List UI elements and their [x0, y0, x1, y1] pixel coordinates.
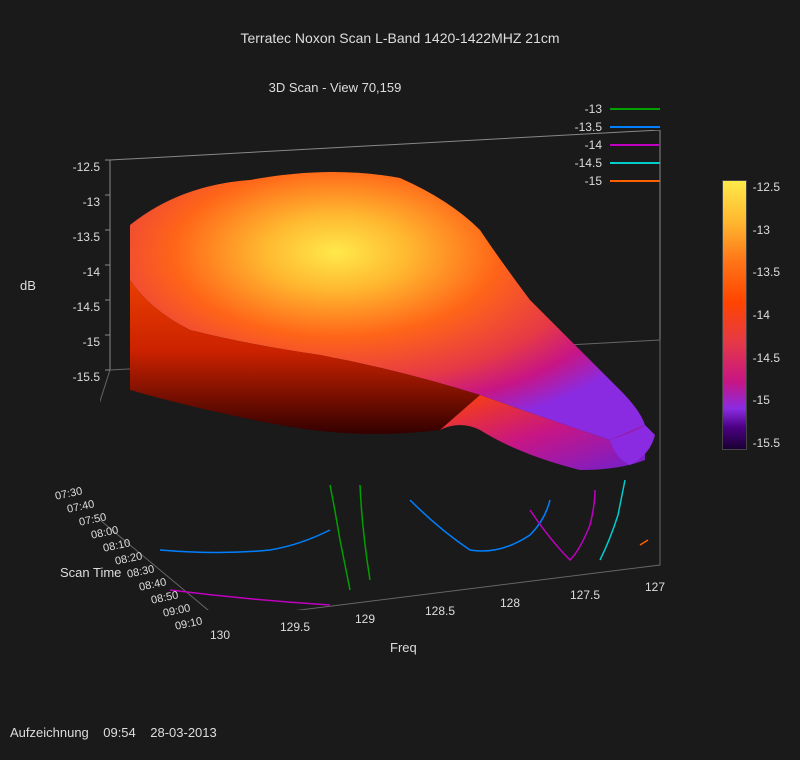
z-axis-label: dB: [20, 278, 36, 293]
legend-swatch: [610, 162, 660, 164]
footer: Aufzeichnung 09:54 28-03-2013: [10, 725, 217, 740]
colorbar-gradient: [722, 180, 747, 450]
z-tick: -12.5: [65, 160, 100, 195]
freq-tick: 127.5: [570, 588, 600, 602]
time-tick: 09:10: [174, 615, 203, 632]
freq-tick: 129.5: [280, 620, 310, 634]
colorbar: -12.5 -13 -13.5 -14 -14.5 -15 -15.5: [722, 180, 780, 450]
z-axis-ticks: -12.5 -13 -13.5 -14 -14.5 -15 -15.5: [65, 160, 100, 405]
z-tick: -14.5: [65, 300, 100, 335]
freq-tick: 130: [210, 628, 230, 642]
freq-tick: 128.5: [425, 604, 455, 618]
legend-item: -13: [575, 100, 660, 118]
z-tick: -15.5: [65, 370, 100, 405]
footer-date: 28-03-2013: [150, 725, 217, 740]
colorbar-tick: -15: [753, 393, 780, 407]
legend-item: -14: [575, 136, 660, 154]
z-tick: -13: [65, 195, 100, 230]
colorbar-tick: -15.5: [753, 436, 780, 450]
colorbar-tick: -14: [753, 308, 780, 322]
legend-label: -13.5: [575, 120, 602, 134]
freq-tick: 127: [645, 580, 665, 594]
legend-item: -15: [575, 172, 660, 190]
freq-axis-label: Freq: [390, 640, 417, 655]
freq-tick: 128: [500, 596, 520, 610]
legend-item: -13.5: [575, 118, 660, 136]
legend-swatch: [610, 126, 660, 128]
chart-title: Terratec Noxon Scan L-Band 1420-1422MHZ …: [0, 30, 800, 46]
z-tick: -14: [65, 265, 100, 300]
colorbar-tick: -13: [753, 223, 780, 237]
z-tick: -13.5: [65, 230, 100, 265]
legend-label: -14.5: [575, 156, 602, 170]
freq-tick: 129: [355, 612, 375, 626]
footer-time: 09:54: [103, 725, 136, 740]
plot-3d-surface: [100, 130, 670, 610]
legend-label: -13: [585, 102, 602, 116]
colorbar-tick: -12.5: [753, 180, 780, 194]
colorbar-ticks: -12.5 -13 -13.5 -14 -14.5 -15 -15.5: [753, 180, 780, 450]
legend-swatch: [610, 180, 660, 182]
time-axis-label: Scan Time: [60, 565, 121, 580]
colorbar-tick: -14.5: [753, 351, 780, 365]
legend-swatch: [610, 108, 660, 110]
chart-subtitle: 3D Scan - View 70,159: [0, 80, 670, 95]
floor-contours: [160, 480, 648, 605]
legend-label: -14: [585, 138, 602, 152]
z-tick: -15: [65, 335, 100, 370]
legend-swatch: [610, 144, 660, 146]
legend-item: -14.5: [575, 154, 660, 172]
footer-label: Aufzeichnung: [10, 725, 89, 740]
legend: -13 -13.5 -14 -14.5 -15: [575, 100, 660, 190]
colorbar-tick: -13.5: [753, 265, 780, 279]
legend-label: -15: [585, 174, 602, 188]
